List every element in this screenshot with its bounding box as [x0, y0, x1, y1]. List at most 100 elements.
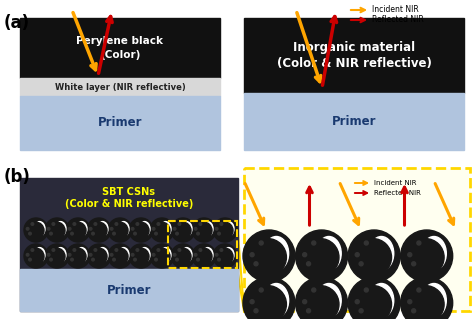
Circle shape	[359, 309, 363, 313]
Circle shape	[178, 223, 181, 225]
Circle shape	[24, 244, 48, 268]
Circle shape	[110, 227, 113, 230]
Ellipse shape	[55, 222, 66, 236]
Ellipse shape	[76, 248, 87, 262]
Circle shape	[73, 249, 76, 251]
Ellipse shape	[264, 284, 289, 317]
Circle shape	[365, 241, 368, 245]
Circle shape	[152, 227, 155, 230]
Circle shape	[412, 309, 416, 313]
Circle shape	[243, 277, 295, 319]
Circle shape	[155, 258, 157, 261]
Circle shape	[129, 244, 153, 268]
Text: Perylene black
(Color): Perylene black (Color)	[76, 36, 164, 60]
Circle shape	[132, 248, 149, 265]
Ellipse shape	[97, 222, 108, 236]
Bar	[20, 96, 220, 150]
Circle shape	[153, 222, 170, 239]
Circle shape	[355, 300, 359, 304]
Ellipse shape	[202, 248, 213, 262]
Circle shape	[171, 218, 195, 242]
Circle shape	[408, 300, 412, 304]
Circle shape	[194, 227, 197, 230]
Circle shape	[417, 241, 421, 245]
Bar	[20, 78, 220, 96]
Circle shape	[259, 241, 263, 245]
Circle shape	[31, 249, 34, 251]
Circle shape	[197, 258, 199, 261]
Circle shape	[176, 258, 178, 261]
Circle shape	[195, 222, 212, 239]
Circle shape	[66, 244, 90, 268]
Text: (b): (b)	[4, 168, 31, 186]
Circle shape	[259, 288, 263, 292]
Circle shape	[45, 218, 69, 242]
Circle shape	[26, 254, 29, 256]
Circle shape	[115, 223, 118, 225]
Circle shape	[407, 239, 444, 276]
Circle shape	[129, 218, 153, 242]
Circle shape	[45, 244, 69, 268]
Circle shape	[150, 244, 174, 268]
Circle shape	[250, 253, 254, 257]
Circle shape	[136, 223, 139, 225]
Ellipse shape	[76, 222, 87, 236]
Ellipse shape	[181, 222, 192, 236]
Circle shape	[254, 309, 258, 313]
Circle shape	[48, 248, 65, 265]
Ellipse shape	[202, 222, 213, 236]
Circle shape	[307, 262, 310, 266]
Circle shape	[195, 248, 212, 265]
Circle shape	[69, 222, 86, 239]
Circle shape	[152, 254, 155, 256]
Circle shape	[69, 248, 86, 265]
Circle shape	[47, 227, 50, 230]
Circle shape	[91, 258, 94, 261]
Circle shape	[171, 244, 195, 268]
Text: White layer (NIR reflective): White layer (NIR reflective)	[55, 83, 185, 92]
Circle shape	[218, 232, 220, 235]
Circle shape	[178, 249, 181, 251]
Circle shape	[312, 288, 316, 292]
Text: Primer: Primer	[107, 284, 151, 296]
Ellipse shape	[223, 248, 234, 262]
Circle shape	[131, 227, 134, 230]
Circle shape	[249, 239, 286, 276]
Circle shape	[87, 244, 111, 268]
Circle shape	[307, 309, 310, 313]
Circle shape	[47, 254, 50, 256]
Circle shape	[296, 230, 347, 282]
Text: Incident NIR: Incident NIR	[374, 180, 417, 186]
Circle shape	[87, 218, 111, 242]
Bar	[20, 178, 238, 311]
Circle shape	[215, 227, 218, 230]
Text: Incident NIR: Incident NIR	[372, 5, 419, 14]
Circle shape	[27, 248, 44, 265]
Circle shape	[66, 218, 90, 242]
Circle shape	[71, 258, 73, 261]
Circle shape	[199, 223, 202, 225]
Circle shape	[249, 286, 286, 319]
Circle shape	[408, 253, 412, 257]
Circle shape	[52, 223, 55, 225]
Circle shape	[192, 218, 216, 242]
Text: Primer: Primer	[98, 116, 142, 130]
Circle shape	[355, 253, 359, 257]
Ellipse shape	[160, 222, 171, 236]
Circle shape	[296, 277, 347, 319]
Circle shape	[197, 232, 199, 235]
Circle shape	[108, 244, 132, 268]
Circle shape	[50, 232, 52, 235]
Ellipse shape	[97, 248, 108, 262]
Circle shape	[401, 277, 453, 319]
Circle shape	[71, 232, 73, 235]
Circle shape	[89, 254, 92, 256]
Circle shape	[89, 227, 92, 230]
Text: Inorganic material
(Color & NIR reflective): Inorganic material (Color & NIR reflecti…	[276, 41, 431, 70]
Circle shape	[192, 244, 216, 268]
Circle shape	[29, 232, 31, 235]
Ellipse shape	[118, 248, 129, 262]
Circle shape	[73, 223, 76, 225]
Ellipse shape	[34, 222, 45, 236]
Circle shape	[303, 300, 307, 304]
